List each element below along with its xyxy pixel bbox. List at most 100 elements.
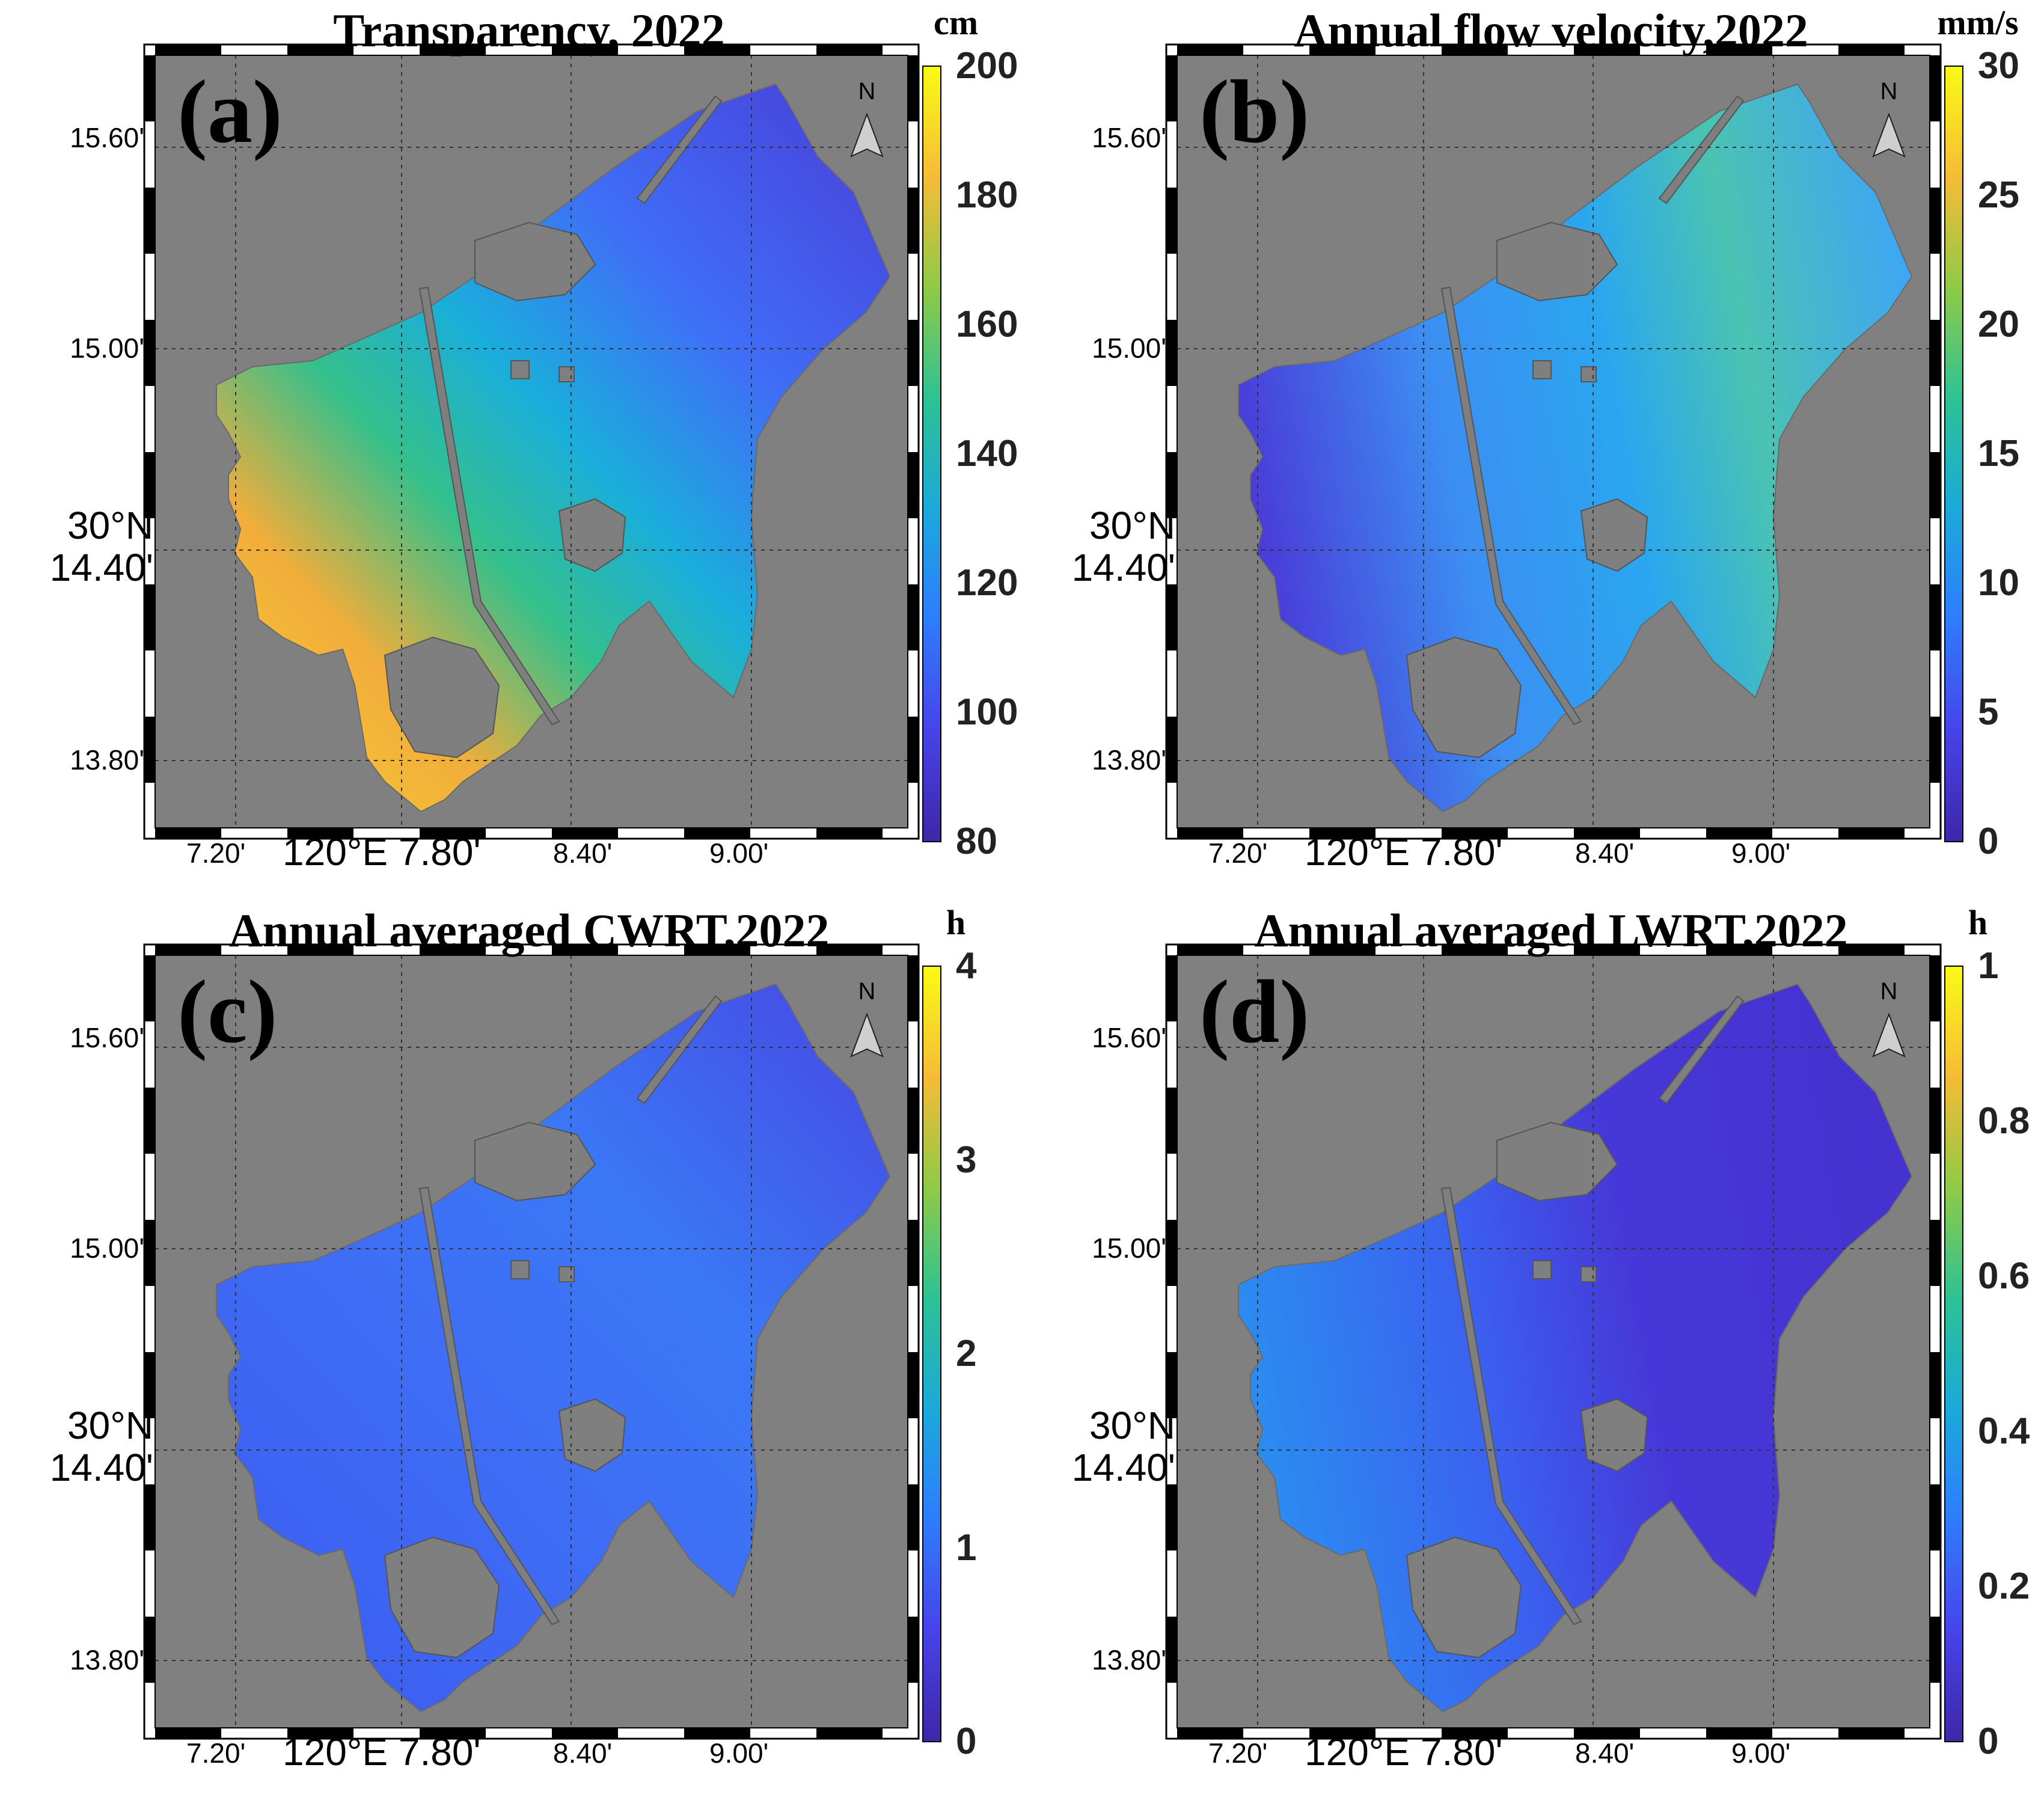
colorbar-tick-label: 100 [956,691,1018,733]
map-frame [1165,43,1942,840]
colorbar-tick-label: 25 [1978,174,2019,216]
colorbar-tick-label: 1 [956,1526,977,1569]
panel-title: Annual averaged LWRT,2022 [1254,904,1848,957]
island [510,1260,530,1279]
colorbar [922,66,941,842]
colorbar-tick-label: 140 [956,433,1018,474]
latitude-label: 15.60' [1092,1022,1166,1053]
colorbar-tick-label: 200 [956,45,1018,87]
panel-letter: (d) [1199,962,1310,1062]
latitude-label: 30°N [67,1404,153,1447]
colorbar-tick-label: 15 [1978,433,2019,474]
colorbar-tick-label: 1 [1978,945,1999,987]
causeway [1658,95,1745,204]
longitude-label: 8.40' [1575,837,1635,869]
map-canvas [1165,943,1963,1742]
colorbar-tick-label: 0.2 [1978,1566,2030,1607]
latitude-label: 14.40' [1071,1446,1175,1489]
longitude-label: 120°E 7.80' [1305,830,1503,874]
lake-surface [216,983,891,1713]
lake-surface [216,83,891,813]
island [1532,1260,1552,1279]
colorbar-tick-label: 10 [1978,562,2019,604]
colorbar-tick-label: 4 [956,945,977,987]
panel-title: Transparency, 2022 [333,4,725,57]
colorbar-tick-label: 30 [1978,45,2019,87]
colorbar-tick-label: 5 [1978,691,1999,733]
causeway [418,286,560,726]
longitude-label: 8.40' [553,837,613,869]
island [1580,1398,1648,1472]
colorbar-unit: mm/s [1937,3,2019,42]
island [1406,1536,1522,1659]
map-frame [1165,943,1942,1740]
longitude-label: 7.20' [1208,1737,1268,1769]
colorbar [922,966,941,1742]
north-label: N [858,78,876,105]
colorbar-tick-label: 0 [1978,821,1999,862]
colorbar-unit: h [1968,903,1988,942]
longitude-label: 120°E 7.80' [1305,1730,1503,1774]
island [384,1536,500,1659]
map-canvas [143,943,941,1742]
panel-title: Annual flow velocity,2022 [1294,4,1808,57]
latitude-label: 15.60' [70,1022,144,1053]
longitude-label: 8.40' [1575,1737,1635,1769]
colorbar [1944,66,1963,842]
panel-letter: (b) [1199,62,1310,162]
colorbar-tick-label: 0.4 [1978,1410,2030,1452]
causeway [1658,995,1745,1104]
island [1496,1121,1618,1202]
map-frame [143,43,920,840]
island [384,636,500,759]
map-canvas [143,43,941,842]
island [474,221,596,302]
island [474,1121,596,1202]
north-label: N [1880,978,1898,1005]
panel-a: Transparency, 2022 cm (a) N 15.60' 15.00' 30°N… [0,0,1022,900]
longitude-label: 9.00' [1731,1737,1791,1769]
latitude-label: 14.40' [49,546,153,589]
latitude-label: 13.80' [70,744,144,776]
colorbar-tick-label: 0 [1978,1721,1999,1762]
latitude-label: 13.80' [1092,1644,1166,1676]
latitude-label: 15.60' [70,122,144,153]
island [1580,498,1648,572]
longitude-label: 120°E 7.80' [283,1730,481,1774]
causeway [636,95,723,204]
colorbar-tick-label: 160 [956,304,1018,345]
colorbar-tick-label: 20 [1978,304,2019,345]
longitude-label: 9.00' [1731,837,1791,869]
north-label: N [1880,78,1898,105]
latitude-label: 14.40' [49,1446,153,1489]
colorbar-tick-label: 0.6 [1978,1255,2030,1297]
latitude-label: 30°N [67,504,153,547]
latitude-label: 30°N [1089,1404,1175,1447]
island [558,1398,626,1472]
longitude-label: 9.00' [709,1737,769,1769]
panel-letter: (c) [177,962,278,1062]
colorbar-unit: cm [933,3,979,42]
causeway [418,1186,560,1626]
colorbar-tick-label: 0.8 [1978,1100,2030,1142]
island [558,366,575,382]
panel-title: Annual averaged CWRT,2022 [228,904,830,957]
island [1580,366,1597,382]
panel-d: Annual averaged LWRT,2022 h (d) N 15.60' 15.0… [1022,900,2044,1800]
longitude-label: 7.20' [186,1737,246,1769]
map-canvas [1165,43,1963,842]
longitude-label: 8.40' [553,1737,613,1769]
longitude-label: 9.00' [709,837,769,869]
lake-surface [1238,983,1913,1713]
latitude-label: 13.80' [1092,744,1166,776]
colorbar-tick-label: 120 [956,562,1018,604]
latitude-label: 13.80' [70,1644,144,1676]
causeway [1440,286,1582,726]
panel-letter: (a) [177,62,283,162]
latitude-label: 15.00' [1092,1232,1166,1264]
island [1496,221,1618,302]
latitude-label: 15.00' [1092,332,1166,364]
island [558,1266,575,1282]
island [558,498,626,572]
north-arrow-icon [850,112,884,158]
